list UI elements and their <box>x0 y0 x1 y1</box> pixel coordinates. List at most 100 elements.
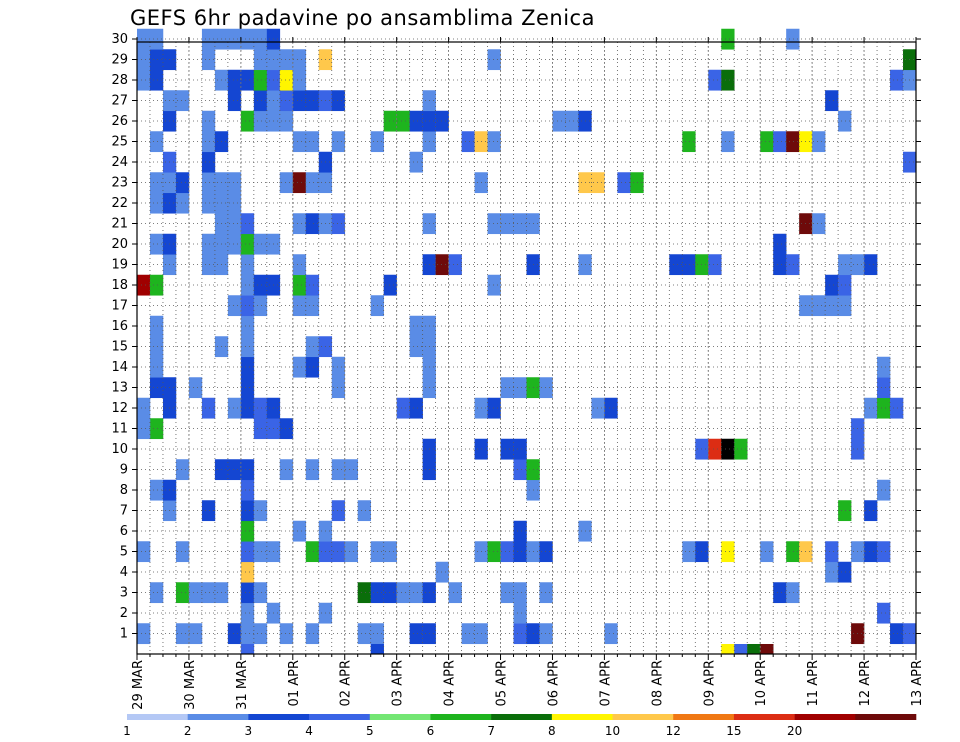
heatmap-cell-m15-t21 <box>409 336 423 358</box>
heatmap-cell-m3-t50 <box>786 582 800 604</box>
legend-swatch <box>309 714 371 720</box>
heatmap-cell-m30-t7 <box>227 28 242 50</box>
heatmap-cell-m10-t45 <box>721 438 735 460</box>
heatmap-cell-m17-t9 <box>253 295 268 317</box>
heatmap-cell-m19-t12 <box>292 254 307 276</box>
heatmap-cell-m27-t12 <box>292 90 307 112</box>
heatmap-cell-m8-t8 <box>240 479 255 501</box>
heatmap-cell-m18-t1 <box>149 274 164 296</box>
heatmap-cell-m26-t23 <box>435 110 449 132</box>
heatmap-cell-m25-t25 <box>461 131 475 153</box>
heatmap-cell-m1-t58 <box>890 623 904 645</box>
y-tick-label: 26 <box>111 114 128 129</box>
x-axis: 29 MAR 30 MAR 31 MAR 01 APR 02 APR 03 APR 04 A… <box>131 37 925 710</box>
heatmap-cell-m14-t12 <box>292 356 307 378</box>
heatmap-cell-m7-t54 <box>838 500 852 522</box>
heatmap-cell-m27-t3 <box>175 90 190 112</box>
heatmap-cell-m5-t56 <box>864 541 878 563</box>
x-tick-label: 31 MAR <box>235 660 250 710</box>
heatmap-cell-m21-t7 <box>227 213 242 235</box>
heatmap-cell-m13-t15 <box>331 377 346 399</box>
y-tick-label: 28 <box>111 73 128 88</box>
heatmap-cell-m18-t54 <box>838 274 852 296</box>
heatmap-cell-m12-t35 <box>591 397 605 419</box>
heatmap-cell-m13-t28 <box>500 377 514 399</box>
legend-label: 6 <box>427 724 435 738</box>
y-tick-label: 9 <box>120 463 128 478</box>
heatmap-cell-m26-t19 <box>383 110 397 132</box>
heatmap-cell-strip-t48 <box>760 644 774 654</box>
heatmap-cell-m16-t8 <box>240 315 255 337</box>
heatmap-cell-m1-t29 <box>513 623 527 645</box>
heatmap-cell-m18-t12 <box>292 274 307 296</box>
heatmap-cell-m28-t11 <box>279 69 294 91</box>
heatmap-cell-m19-t24 <box>448 254 462 276</box>
legend-label: 5 <box>366 724 374 738</box>
heatmap-cell-m4-t8 <box>240 561 255 583</box>
heatmap-cell-m5-t48 <box>760 541 774 563</box>
legend-swatch <box>551 714 613 720</box>
y-tick-label: 14 <box>111 360 128 375</box>
heatmap-cell-m29-t5 <box>201 49 216 71</box>
heatmap-cell-m1-t11 <box>279 623 294 645</box>
heatmap-cell-m5-t42 <box>682 541 696 563</box>
heatmap-cell-m19-t41 <box>669 254 683 276</box>
heatmap-cell-m3-t9 <box>253 582 268 604</box>
heatmap-cell-m10-t28 <box>500 438 514 460</box>
heatmap-cell-m1-t17 <box>357 623 371 645</box>
heatmap-cell-m5-t29 <box>513 541 527 563</box>
heatmap-cell-m12-t36 <box>604 397 618 419</box>
heatmap-cell-m3-t19 <box>383 582 397 604</box>
x-tick-label: 06 APR <box>546 660 561 706</box>
heatmap-cell-m25-t49 <box>773 131 787 153</box>
heatmap-cell-m25-t5 <box>201 131 216 153</box>
x-tick-label: 12 APR <box>858 660 873 706</box>
y-tick-label: 21 <box>111 217 128 232</box>
heatmap-cell-m30-t1 <box>149 28 164 50</box>
heatmap-cell-m25-t27 <box>487 131 501 153</box>
x-tick-label: 30 MAR <box>183 660 198 710</box>
y-tick-label: 15 <box>111 340 128 355</box>
heatmap-cell-m5-t28 <box>500 541 514 563</box>
x-tick-label: 09 APR <box>702 660 717 706</box>
heatmap-cell-m1-t7 <box>227 623 242 645</box>
heatmap-cell-m18-t9 <box>253 274 268 296</box>
y-tick-label: 1 <box>120 627 128 642</box>
heatmap-cell-strip-t18 <box>370 644 384 654</box>
heatmap-cell-m28-t12 <box>292 69 307 91</box>
legend-swatch <box>430 714 492 720</box>
y-tick-label: 7 <box>120 504 128 519</box>
heatmap-cell-m5-t3 <box>175 541 190 563</box>
legend-swatch <box>673 714 735 720</box>
heatmap-cell-m18-t13 <box>305 274 320 296</box>
legend-label: 2 <box>184 724 192 738</box>
heatmap-cell-m1-t3 <box>175 623 190 645</box>
heatmap-cell-m4-t23 <box>435 561 449 583</box>
heatmap-cell-m30-t0 <box>137 28 151 50</box>
heatmap-cell-m9-t3 <box>175 459 190 481</box>
y-tick-label: 16 <box>111 319 128 334</box>
x-tick-label: 29 MAR <box>131 660 146 710</box>
heatmap-cell-m2-t57 <box>877 602 891 624</box>
heatmap-cell-m12-t58 <box>890 397 904 419</box>
heatmap-cell-m23-t1 <box>149 172 164 194</box>
y-tick-label: 29 <box>111 53 128 68</box>
heatmap-cell-m21-t28 <box>500 213 514 235</box>
legend-label: 15 <box>726 724 741 738</box>
heatmap-cell-m9-t11 <box>279 459 294 481</box>
legend-label: 8 <box>548 724 556 738</box>
heatmap-cell-m9-t15 <box>331 459 346 481</box>
heatmap-cell-m9-t7 <box>227 459 242 481</box>
heatmap-cell-m27-t53 <box>825 90 839 112</box>
heatmap-cell-m5-t31 <box>539 541 553 563</box>
y-tick-label: 17 <box>111 299 128 314</box>
heatmap-cell-m23-t37 <box>617 172 631 194</box>
heatmap-cell-m9-t16 <box>344 459 359 481</box>
heatmap-cell-m12-t21 <box>409 397 423 419</box>
heatmap-cell-m1-t13 <box>305 623 320 645</box>
heatmap-cell-m30-t5 <box>201 28 216 50</box>
heatmap-cell-m29-t0 <box>137 49 151 71</box>
y-tick-label: 24 <box>111 155 128 170</box>
heatmap-cell-m23-t12 <box>292 172 307 194</box>
heatmap-cell-m4-t54 <box>838 561 852 583</box>
